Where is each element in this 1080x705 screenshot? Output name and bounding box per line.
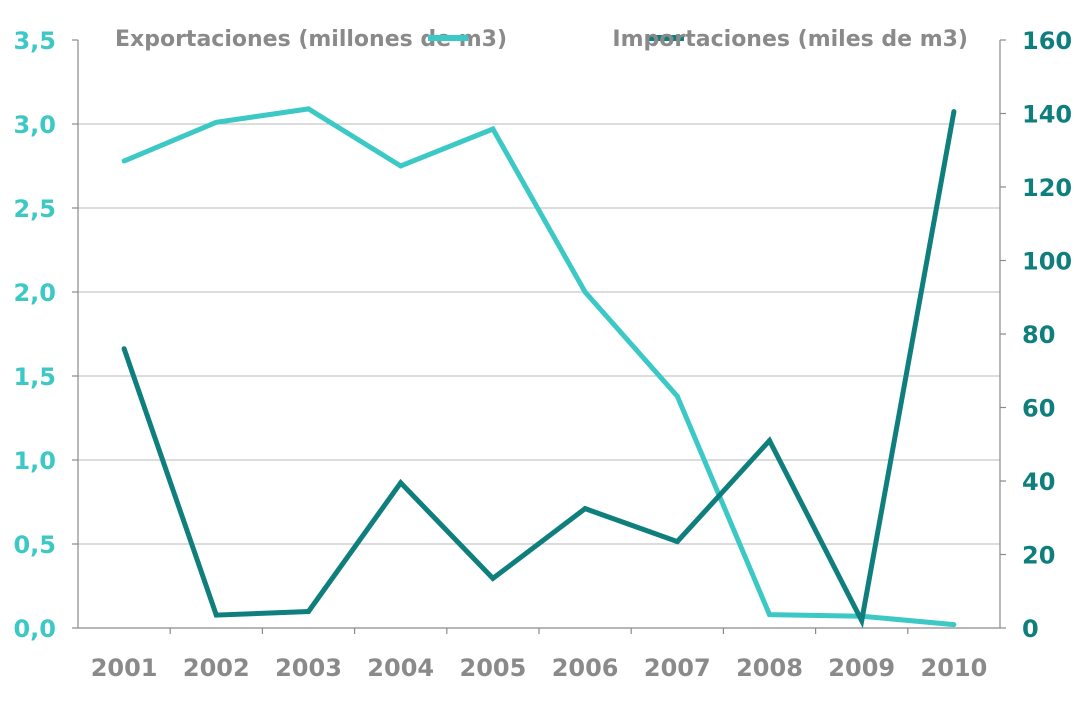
data-point [951, 622, 957, 628]
data-point [490, 575, 496, 581]
right-tick-label: 40 [1022, 468, 1055, 496]
right-tick-label: 160 [1022, 27, 1072, 55]
right-tick-label: 100 [1022, 248, 1072, 276]
legend-label-importaciones: Importaciones (miles de m3) [612, 27, 968, 52]
left-tick-label: 2,0 [13, 279, 56, 307]
tick-labels: 0,0 0,5 1,0 1,5 2,0 2,5 3,0 3,5 0 20 40 60 80 100 120 1… [13, 27, 1072, 682]
right-tick-label: 20 [1022, 542, 1055, 570]
right-tick-label: 80 [1022, 321, 1055, 349]
left-tick-label: 0,5 [13, 531, 56, 559]
x-tick-label: 2008 [736, 654, 803, 682]
gridlines [78, 123, 1000, 545]
data-point [121, 346, 127, 352]
series-line-importaciones [121, 111, 957, 629]
x-tick-label: 2001 [91, 654, 158, 682]
data-point [582, 289, 588, 295]
data-point [674, 539, 680, 545]
data-point [213, 119, 219, 125]
left-tick-label: 0,0 [13, 615, 56, 643]
right-tick-label: 140 [1022, 101, 1072, 129]
data-point [213, 612, 219, 618]
x-tick-label: 2002 [183, 654, 250, 682]
data-point [951, 109, 957, 115]
right-tick-label: 120 [1022, 174, 1072, 202]
series-line-exportaciones [123, 106, 955, 628]
data-point [582, 506, 588, 512]
x-tick-label: 2010 [921, 654, 988, 682]
x-tick-label: 2006 [552, 654, 619, 682]
right-tick-label: 0 [1022, 615, 1039, 643]
data-point [859, 618, 865, 624]
x-tick-label: 2003 [275, 654, 342, 682]
data-point [767, 612, 772, 618]
x-tick-label: 2009 [828, 654, 895, 682]
legend: Exportaciones (millones de m3) Importacio… [104, 20, 980, 56]
data-point [490, 126, 496, 132]
data-point [306, 608, 311, 614]
data-point [121, 158, 127, 164]
left-tick-label: 3,0 [13, 111, 56, 139]
x-tick-label: 2005 [460, 654, 527, 682]
x-tick-label: 2004 [367, 654, 434, 682]
right-tick-label: 60 [1022, 395, 1055, 423]
x-tick-label: 2007 [644, 654, 711, 682]
series-lines [121, 106, 957, 629]
data-point [398, 163, 404, 169]
data-point [306, 106, 311, 112]
data-point [767, 438, 772, 444]
axes [72, 39, 1006, 634]
left-tick-label: 1,0 [13, 447, 56, 475]
left-tick-label: 1,5 [13, 363, 56, 391]
legend-bg [104, 20, 476, 56]
left-tick-label: 2,5 [13, 195, 56, 223]
data-point [398, 480, 404, 486]
data-point [674, 393, 680, 399]
left-tick-label: 3,5 [13, 27, 56, 55]
